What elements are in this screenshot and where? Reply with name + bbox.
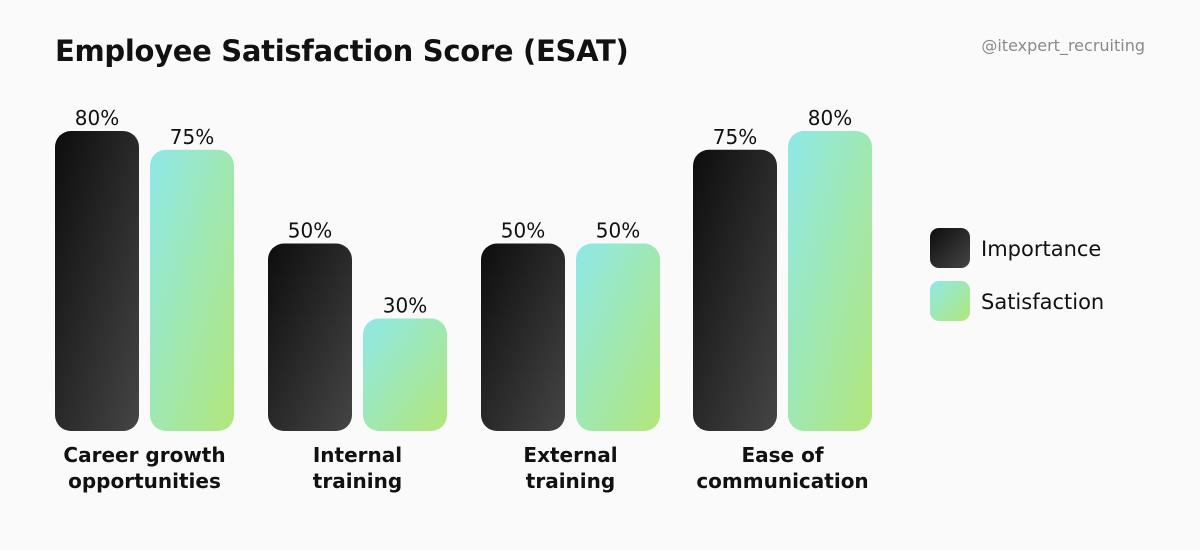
bar-satisfaction-0 xyxy=(150,149,234,431)
category-label-3: Ease of communication xyxy=(696,443,868,493)
data-label-satisfaction-2: 50% xyxy=(596,219,640,243)
bar-satisfaction-2 xyxy=(576,243,660,431)
data-label-importance-2: 50% xyxy=(501,219,545,243)
chart-title: Employee Satisfaction Score (ESAT) xyxy=(55,34,629,68)
legend-swatch-satisfaction xyxy=(930,281,970,321)
bar-importance-3 xyxy=(693,149,777,431)
data-label-importance-1: 50% xyxy=(288,219,332,243)
data-label-importance-0: 80% xyxy=(75,106,119,130)
legend-label-importance: Importance xyxy=(981,237,1101,261)
bar-importance-2 xyxy=(481,243,565,431)
legend-label-satisfaction: Satisfaction xyxy=(981,290,1104,314)
bar-importance-1 xyxy=(268,243,352,431)
bar-satisfaction-1 xyxy=(363,318,447,431)
category-label-0: Career growth opportunities xyxy=(63,443,225,493)
legend-swatch-importance xyxy=(930,228,970,268)
data-label-satisfaction-1: 30% xyxy=(383,294,427,318)
author-handle: @itexpert_recruiting xyxy=(981,36,1145,55)
bar-satisfaction-3 xyxy=(788,131,872,431)
data-label-satisfaction-3: 80% xyxy=(808,106,852,130)
category-label-1: Internal training xyxy=(313,443,402,493)
data-label-importance-3: 75% xyxy=(713,125,757,149)
data-label-satisfaction-0: 75% xyxy=(170,125,214,149)
bar-importance-0 xyxy=(55,131,139,431)
category-label-2: External training xyxy=(523,443,617,493)
